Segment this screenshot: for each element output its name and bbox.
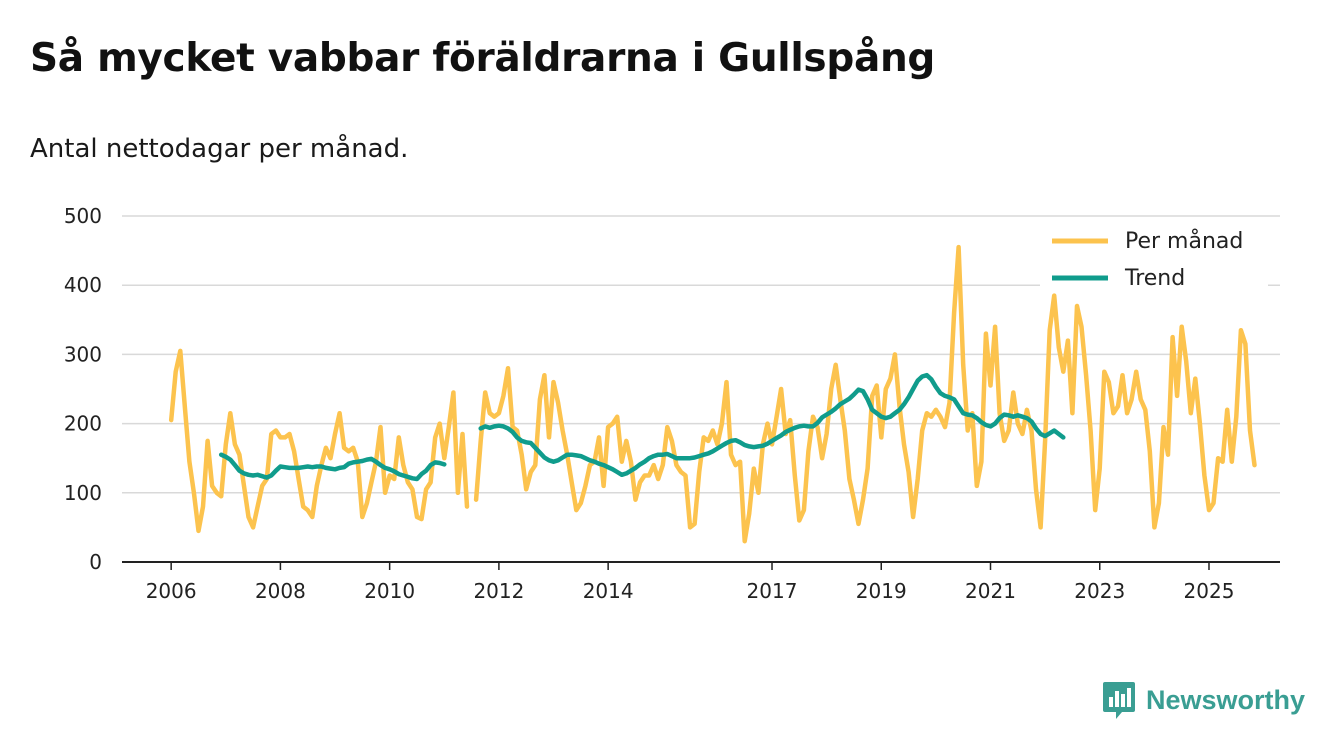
x-tick-label-2014: 2014 (583, 579, 634, 603)
y-tick-label-100: 100 (64, 481, 102, 505)
y-tick-label-200: 200 (64, 412, 102, 436)
newsworthy-brand: Newsworthy (1102, 680, 1305, 720)
x-tick-label-2021: 2021 (965, 579, 1016, 603)
x-tick-label-2010: 2010 (364, 579, 415, 603)
brand-name: Newsworthy (1146, 684, 1306, 715)
y-tick-label-300: 300 (64, 342, 102, 366)
y-tick-label-400: 400 (64, 273, 102, 297)
x-tick-label-2006: 2006 (146, 579, 197, 603)
chart-title: Så mycket vabbar föräldrarna i Gullspång (30, 36, 936, 81)
x-tick-label-2023: 2023 (1074, 579, 1125, 603)
series-line-per-manad (168, 244, 1257, 544)
x-tick-label-2017: 2017 (747, 579, 798, 603)
legend-label-per-manad: Per månad (1125, 228, 1243, 254)
series-line-trend (218, 372, 1066, 482)
x-tick-label-2008: 2008 (255, 579, 306, 603)
series-lines (168, 244, 1257, 544)
chart-subtitle: Antal nettodagar per månad. (30, 134, 409, 164)
newsworthy-logo-icon (1103, 682, 1135, 719)
legend: Per månad Trend (1040, 222, 1268, 292)
x-tick-label-2012: 2012 (473, 579, 524, 603)
x-tick-label-2019: 2019 (856, 579, 907, 603)
y-tick-label-500: 500 (64, 204, 102, 228)
y-axis-ticks: 0 100 200 300 400 500 (64, 204, 102, 574)
x-tick-label-2025: 2025 (1184, 579, 1235, 603)
y-tick-label-0: 0 (89, 550, 102, 574)
legend-label-trend: Trend (1124, 266, 1185, 291)
x-axis: 2006 2008 2010 2012 2014 2017 2019 2021 2023 2025 (122, 561, 1280, 603)
